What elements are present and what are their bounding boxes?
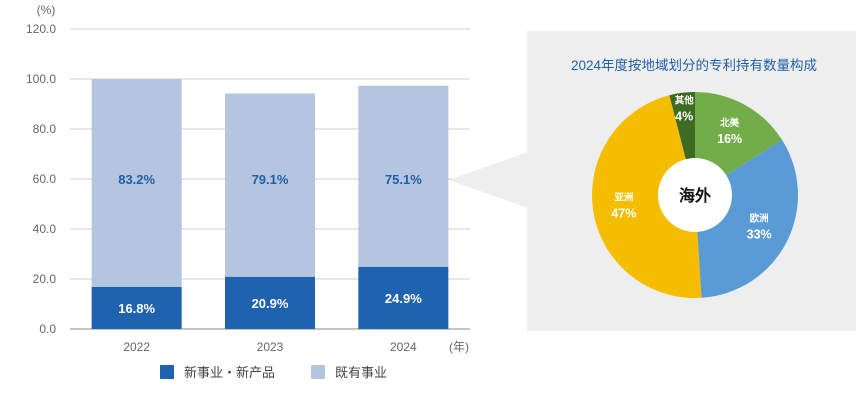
- pie-slice-name: 其他: [675, 95, 695, 107]
- pie-slice-value: 47%: [611, 206, 636, 220]
- bar-existing-2023: [225, 93, 315, 277]
- bar-value-label: 79.1%: [252, 172, 289, 187]
- legend: 新事业・新产品 既有事业: [160, 365, 387, 380]
- bar-new-2022: [91, 287, 182, 329]
- callout-pointer: [449, 152, 528, 208]
- pie-slice-亚洲: [591, 95, 702, 298]
- pie-slice-value: 4%: [675, 110, 693, 124]
- bars: 16.8% 83.2% 20.9% 79.1% 24.9% 75.1%: [91, 79, 449, 329]
- pie-center-label: 海外: [679, 186, 711, 205]
- pie-callout-panel: 2024年度按地域划分的专利持有数量构成 北美 16% 欧洲 33% 亚洲 47% 其他 4%…: [449, 31, 856, 331]
- y-tick-labels: 0.0 20.0 40.0 60.0 80.0 100.0 120.0: [26, 22, 56, 336]
- legend-swatch: [160, 365, 174, 379]
- x-tick-label: 2024: [390, 340, 417, 354]
- x-tick-label: 2023: [257, 340, 284, 354]
- pie-slice-value: 16%: [717, 132, 742, 146]
- bar-existing-2022: [91, 79, 182, 287]
- bar-new-2024: [358, 266, 449, 329]
- pie-slice-name: 欧洲: [750, 213, 769, 225]
- y-tick-label: 20.0: [33, 272, 57, 286]
- bar-value-label: 75.1%: [385, 172, 422, 187]
- pie-center-hole: [658, 158, 732, 232]
- bar-value-label: 16.8%: [118, 301, 155, 316]
- stacked-bar-chart: (%) 0.0 20.0 40.0 60.0 80.0 100.0 120.0 16.8% 8…: [26, 3, 470, 380]
- pie-slice-value: 33%: [747, 228, 772, 242]
- bar-new-2023: [225, 276, 315, 329]
- bar-value-label: 24.9%: [385, 291, 422, 306]
- y-tick-label: 100.0: [26, 72, 56, 86]
- y-tick-label: 80.0: [33, 122, 57, 136]
- y-tick-label: 0.0: [39, 322, 56, 336]
- x-tick-label: 2022: [123, 340, 150, 354]
- legend-label: 新事业・新产品: [184, 365, 275, 380]
- x-tick-labels: 2022 2023 2024: [123, 340, 417, 354]
- y-tick-label: 120.0: [26, 22, 56, 36]
- bar-value-label: 83.2%: [118, 172, 155, 187]
- y-tick-label: 40.0: [33, 222, 57, 236]
- pie-title: 2024年度按地域划分的专利持有数量构成: [571, 58, 817, 73]
- x-unit-label: (年): [449, 340, 469, 354]
- legend-label: 既有事业: [335, 365, 387, 380]
- legend-swatch: [311, 365, 325, 379]
- y-tick-label: 60.0: [33, 172, 57, 186]
- pie-slice-name: 亚洲: [614, 192, 633, 203]
- pie-slice-name: 北美: [720, 117, 740, 129]
- y-unit-label: (%): [37, 3, 56, 17]
- bar-value-label: 20.9%: [252, 296, 289, 311]
- bar-existing-2024: [358, 85, 449, 267]
